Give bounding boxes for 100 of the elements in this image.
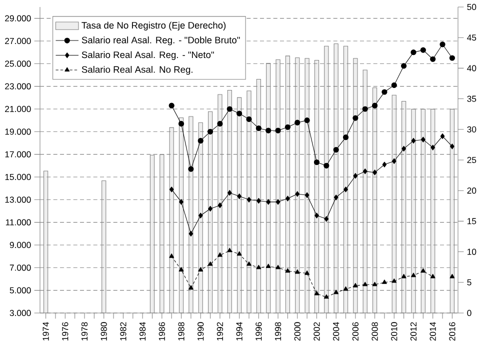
x-tick-label: 1992 bbox=[216, 322, 224, 340]
point bbox=[342, 134, 349, 140]
point bbox=[334, 290, 339, 294]
x-tick-label: 1982 bbox=[120, 322, 126, 340]
x-tick-label: 1978 bbox=[81, 322, 88, 340]
legend-label: Salario Real Asal. Reg. - "Neto" bbox=[82, 51, 214, 60]
point bbox=[420, 268, 426, 273]
point bbox=[266, 128, 272, 134]
x-tick-label: 1996 bbox=[256, 322, 262, 340]
point bbox=[276, 199, 280, 205]
point bbox=[391, 82, 397, 88]
point bbox=[207, 128, 214, 134]
point bbox=[188, 285, 194, 290]
point bbox=[256, 264, 262, 270]
y-tick-label: 3.000 bbox=[10, 310, 31, 316]
y-tick-label: 15.000 bbox=[5, 174, 31, 180]
x-tick-label: 1986 bbox=[158, 322, 165, 340]
point bbox=[430, 144, 436, 150]
point bbox=[227, 248, 232, 252]
point bbox=[450, 274, 455, 278]
point bbox=[382, 280, 387, 284]
x-tick-label: 2004 bbox=[333, 322, 340, 341]
x-tick-label: 2002 bbox=[314, 322, 320, 341]
point bbox=[333, 146, 339, 153]
point bbox=[401, 274, 406, 278]
y-tick-label: 23.000 bbox=[5, 83, 31, 90]
x-tick-label: 2012 bbox=[410, 322, 417, 341]
y-tick-label: 19.000 bbox=[5, 128, 31, 135]
point bbox=[266, 264, 271, 268]
y-tick-label: 17.000 bbox=[5, 151, 31, 158]
point bbox=[284, 124, 291, 130]
y-tick-label: 27.000 bbox=[5, 38, 31, 44]
x-tick-label: 2010 bbox=[391, 322, 398, 341]
point bbox=[392, 278, 397, 283]
point bbox=[362, 106, 368, 112]
point bbox=[440, 42, 446, 48]
x-tick-label: 1976 bbox=[62, 322, 68, 340]
x-tick-label: 2008 bbox=[372, 322, 378, 341]
point bbox=[169, 254, 174, 258]
point bbox=[179, 199, 184, 205]
x-tick-label: 1988 bbox=[178, 322, 184, 340]
y2-tick-label: 40 bbox=[467, 65, 476, 72]
y2-tick-label: 10 bbox=[468, 248, 476, 255]
point bbox=[168, 102, 174, 108]
point bbox=[246, 196, 252, 202]
point bbox=[314, 159, 320, 166]
y2-tick-label: 20 bbox=[467, 188, 476, 194]
x-tick-label: 1994 bbox=[236, 322, 242, 340]
point bbox=[304, 192, 310, 198]
point bbox=[276, 264, 280, 270]
point bbox=[372, 102, 378, 108]
x-tick-label: 1980 bbox=[100, 322, 107, 340]
legend-label: Salario Real Asal. No Reg. bbox=[82, 66, 192, 75]
y-tick-label: 13.000 bbox=[5, 196, 31, 203]
point bbox=[411, 272, 416, 278]
point bbox=[440, 133, 445, 139]
point bbox=[324, 294, 329, 299]
point bbox=[352, 282, 358, 288]
point bbox=[169, 186, 174, 192]
y-tick-label: 11.000 bbox=[6, 219, 31, 226]
x-tick-label: 1998 bbox=[274, 322, 282, 340]
x-tick-label: 1984 bbox=[140, 322, 146, 340]
x-tick-label: 1974 bbox=[42, 322, 49, 340]
point bbox=[236, 251, 242, 256]
point bbox=[324, 162, 330, 168]
legend-label: Salario real Asal. Reg. - "Doble Bruto" bbox=[82, 36, 240, 46]
point bbox=[226, 106, 232, 112]
point bbox=[304, 118, 310, 124]
point bbox=[362, 168, 368, 174]
point bbox=[420, 136, 426, 142]
point bbox=[392, 158, 396, 164]
point bbox=[188, 230, 194, 236]
point bbox=[304, 270, 310, 275]
point bbox=[227, 190, 232, 196]
point bbox=[343, 286, 348, 291]
point bbox=[218, 202, 222, 208]
point bbox=[324, 216, 329, 222]
y-tick-label: 25.000 bbox=[5, 60, 31, 67]
point bbox=[430, 274, 436, 278]
x-tick-label: 2014 bbox=[430, 322, 436, 341]
y2-tick-label: 25 bbox=[467, 156, 476, 164]
point bbox=[430, 56, 436, 62]
y-tick-label: 21.000 bbox=[5, 106, 31, 112]
point bbox=[178, 267, 184, 272]
y2-tick-label: 15 bbox=[468, 218, 476, 224]
point bbox=[353, 173, 358, 179]
point bbox=[198, 267, 204, 272]
x-tick-label: 2000 bbox=[294, 322, 300, 341]
x-tick-label: 2006 bbox=[352, 322, 358, 341]
x-tick-label: 1990 bbox=[198, 322, 204, 340]
point bbox=[294, 269, 300, 274]
point bbox=[246, 116, 252, 122]
point bbox=[314, 290, 320, 296]
point bbox=[450, 144, 454, 150]
point bbox=[178, 120, 184, 127]
y2-tick-label: 45 bbox=[467, 34, 476, 41]
point bbox=[285, 268, 290, 273]
point bbox=[198, 212, 203, 218]
y2-tick-label: 30 bbox=[467, 126, 476, 132]
legend-label: Tasa de No Registro (Eje Derecho) bbox=[82, 22, 226, 30]
